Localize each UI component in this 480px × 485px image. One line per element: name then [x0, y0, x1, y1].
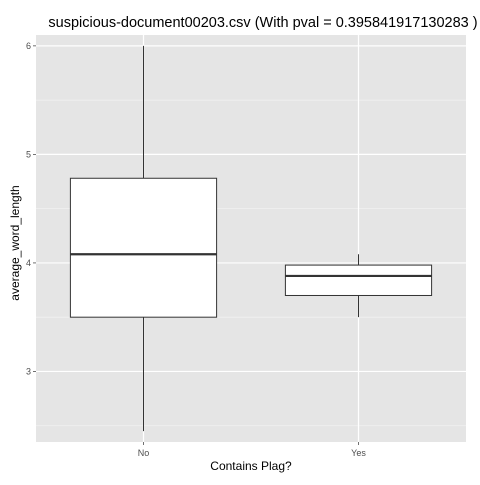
- x-axis-label: Contains Plag?: [210, 459, 292, 473]
- box-no: [69, 45, 218, 432]
- y-tick-label: 3: [26, 366, 31, 376]
- box-yes: [284, 254, 433, 318]
- box-layer: [69, 45, 433, 432]
- y-axis-label: average_word_length: [8, 185, 22, 300]
- iqr-box: [284, 264, 433, 296]
- y-tick-label: 5: [26, 149, 31, 159]
- iqr-box: [69, 177, 218, 318]
- x-tick-label: Yes: [351, 448, 366, 458]
- chart-title: suspicious-document00203.csv (With pval …: [48, 15, 477, 31]
- y-tick-label: 4: [26, 258, 31, 268]
- y-tick-label: 6: [26, 41, 31, 51]
- x-tick-label: No: [138, 448, 150, 458]
- tick-layer: 3 4 5 6 No Yes: [26, 41, 366, 458]
